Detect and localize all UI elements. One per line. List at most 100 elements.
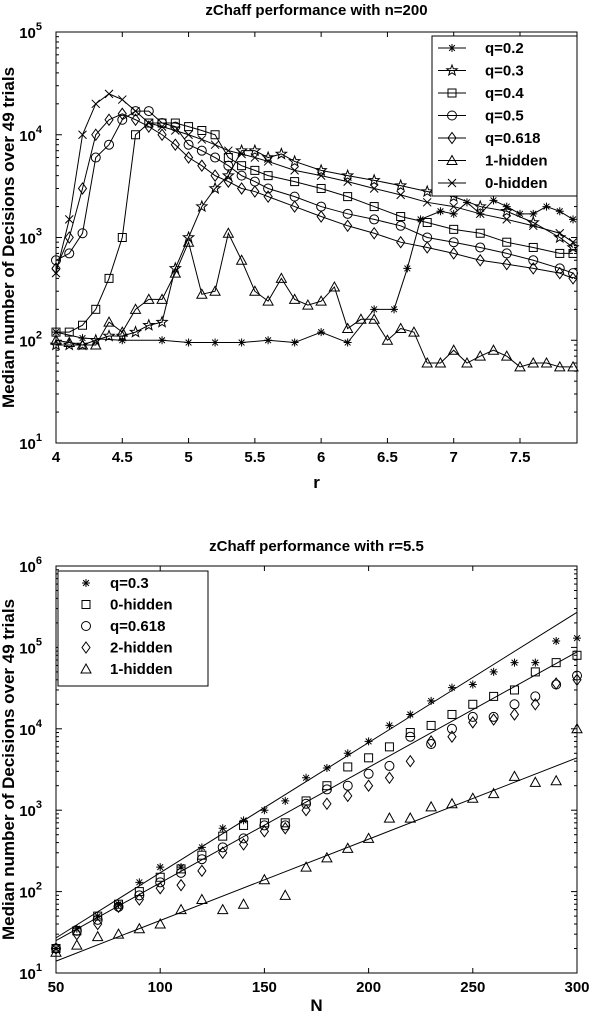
- data-point: [416, 215, 425, 224]
- data-point: [449, 224, 459, 234]
- x-tick-label: 6.5: [377, 449, 398, 466]
- data-point: [175, 903, 187, 915]
- data-point: [468, 699, 478, 709]
- data-point: [280, 821, 290, 835]
- fit-line: [55, 757, 578, 962]
- legend-marker: [80, 662, 92, 674]
- y-tick-exponent: 2: [36, 881, 42, 893]
- data-point: [64, 327, 74, 337]
- data-point: [197, 850, 207, 860]
- x-axis-label: N: [310, 996, 322, 1015]
- data-point: [426, 720, 436, 730]
- data-point: [113, 900, 124, 914]
- data-point: [475, 228, 485, 238]
- data-point: [223, 160, 234, 171]
- data-point: [384, 771, 395, 785]
- y-tick-exponent: 4: [36, 124, 43, 136]
- data-point: [275, 272, 288, 283]
- data-point: [78, 130, 87, 140]
- data-point: [157, 128, 167, 142]
- data-point: [258, 873, 271, 885]
- data-point: [568, 268, 579, 279]
- data-point: [142, 293, 155, 304]
- data-point: [502, 237, 512, 247]
- x-ticks: 4 4.5 5 5.5 6 6.5 7 7.5: [52, 32, 530, 466]
- data-point: [528, 255, 539, 266]
- data-point: [384, 760, 395, 771]
- data-point: [369, 202, 379, 212]
- series-q-0-618: [51, 107, 578, 285]
- data-point: [195, 288, 208, 299]
- data-point: [259, 824, 270, 838]
- fit-line: [55, 611, 578, 939]
- data-point: [250, 185, 260, 198]
- data-point: [396, 212, 406, 222]
- data-point: [422, 241, 432, 254]
- data-point: [235, 143, 249, 157]
- data-point: [133, 922, 146, 934]
- data-point: [210, 152, 221, 163]
- data-point: [571, 722, 583, 734]
- data-point: [328, 280, 341, 292]
- data-point: [394, 322, 407, 334]
- data-point: [489, 713, 499, 726]
- data-point: [51, 942, 61, 955]
- data-point: [427, 696, 436, 705]
- data-point: [381, 334, 394, 345]
- data-point: [235, 254, 248, 265]
- data-point: [237, 161, 247, 171]
- data-point: [421, 357, 434, 368]
- data-point: [184, 122, 194, 132]
- data-point: [239, 820, 249, 830]
- legend-label: q=0.3: [485, 63, 524, 80]
- data-point: [89, 338, 102, 350]
- data-point: [370, 305, 379, 314]
- y-tick-base: 10: [19, 885, 36, 902]
- legend-box: [57, 570, 209, 687]
- data-point: [221, 168, 235, 182]
- y-tick-exponent: 3: [36, 227, 42, 239]
- data-point: [236, 182, 247, 195]
- data-point: [526, 215, 540, 229]
- data-point: [550, 774, 563, 786]
- data-point: [394, 178, 408, 192]
- data-point: [342, 208, 353, 219]
- y-tick-base: 10: [19, 722, 36, 739]
- data-point: [169, 267, 182, 278]
- data-point: [104, 113, 114, 127]
- legend-label: q=0.5: [485, 108, 524, 125]
- y-tick-base: 10: [19, 966, 36, 983]
- data-point: [473, 199, 487, 213]
- data-point: [390, 305, 399, 314]
- data-point: [102, 329, 116, 342]
- data-point: [76, 338, 89, 350]
- series-line: [55, 113, 574, 279]
- data-point: [114, 900, 123, 909]
- plot-frame: [55, 565, 578, 974]
- data-point: [216, 903, 229, 915]
- data-point: [158, 336, 167, 345]
- data-point: [343, 219, 353, 233]
- data-point: [90, 152, 101, 163]
- data-point: [155, 881, 165, 895]
- data-point: [237, 149, 246, 159]
- data-point: [237, 338, 246, 347]
- data-point: [368, 313, 381, 324]
- data-point: [509, 699, 520, 710]
- data-point: [64, 248, 75, 259]
- data-point: [52, 944, 60, 953]
- data-point: [77, 228, 88, 239]
- legend: q=0.2 q=0.3 q=0.4 q=0.5 q=0.618 1-hidden 0-hid…: [431, 35, 578, 197]
- data-point: [250, 165, 260, 175]
- data-point: [75, 338, 90, 351]
- data-point: [314, 163, 328, 176]
- data-point: [77, 182, 88, 195]
- data-point: [301, 803, 311, 817]
- y-tick-label: 102: [19, 881, 42, 902]
- data-point: [555, 266, 565, 280]
- data-point: [288, 293, 301, 304]
- y-tick-base: 10: [19, 25, 36, 42]
- y-tick-base: 10: [19, 333, 36, 350]
- data-point: [489, 196, 498, 205]
- data-point: [117, 107, 127, 121]
